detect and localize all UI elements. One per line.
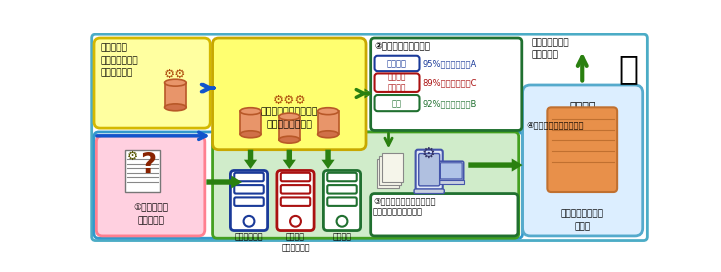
Polygon shape: [244, 150, 257, 169]
FancyBboxPatch shape: [419, 153, 440, 186]
Ellipse shape: [279, 113, 300, 120]
FancyBboxPatch shape: [231, 171, 267, 231]
FancyBboxPatch shape: [327, 185, 357, 194]
Ellipse shape: [164, 104, 186, 111]
Text: 種別推定: 種別推定: [332, 232, 352, 241]
FancyBboxPatch shape: [94, 38, 211, 128]
Text: ③推定結果（手掛かり）を
参考にして解析を行う: ③推定結果（手掛かり）を 参考にして解析を行う: [373, 196, 435, 217]
FancyBboxPatch shape: [324, 171, 360, 231]
Circle shape: [337, 216, 348, 227]
Text: 攻撃の未然防止
実態解明等: 攻撃の未然防止 実態解明等: [532, 38, 570, 60]
FancyBboxPatch shape: [374, 73, 420, 92]
FancyBboxPatch shape: [280, 197, 310, 206]
Bar: [381, 153, 403, 182]
Text: 92%の確率で種類B: 92%の確率で種類B: [423, 99, 477, 108]
FancyBboxPatch shape: [523, 85, 642, 236]
Text: ④捜査部門への情報提供: ④捜査部門への情報提供: [526, 120, 584, 129]
Ellipse shape: [240, 108, 261, 115]
FancyBboxPatch shape: [441, 163, 462, 179]
Circle shape: [290, 216, 301, 227]
Text: 95%の確率で環境A: 95%の確率で環境A: [423, 59, 477, 68]
Bar: [240, 111, 261, 134]
FancyBboxPatch shape: [374, 56, 420, 71]
Bar: [439, 181, 464, 184]
FancyBboxPatch shape: [415, 150, 443, 190]
Text: 暗号化・
圧縮方法推定: 暗号化・ 圧縮方法推定: [281, 232, 310, 252]
FancyBboxPatch shape: [327, 173, 357, 181]
FancyBboxPatch shape: [277, 171, 314, 231]
Bar: [125, 150, 160, 192]
FancyBboxPatch shape: [213, 132, 518, 238]
FancyBboxPatch shape: [371, 38, 522, 131]
Text: ?: ?: [140, 151, 156, 179]
Ellipse shape: [317, 108, 339, 115]
Text: ⚙: ⚙: [127, 150, 138, 163]
Ellipse shape: [164, 79, 186, 86]
FancyBboxPatch shape: [327, 197, 357, 206]
Text: 開発環境: 開発環境: [387, 59, 407, 68]
Ellipse shape: [279, 136, 300, 143]
FancyBboxPatch shape: [234, 197, 264, 206]
FancyBboxPatch shape: [439, 161, 464, 181]
FancyBboxPatch shape: [234, 185, 264, 194]
Bar: [279, 117, 300, 140]
Circle shape: [244, 216, 255, 227]
Text: 解析結果: 解析結果: [569, 102, 596, 112]
Polygon shape: [206, 175, 242, 188]
Text: ⚙⚙: ⚙⚙: [164, 68, 187, 81]
Text: 暗号化・
圧縮方法: 暗号化・ 圧縮方法: [388, 73, 406, 93]
Text: 開発環境推定: 開発環境推定: [235, 232, 263, 241]
Text: これまでの
不正プログラム
の解析結果等: これまでの 不正プログラム の解析結果等: [101, 44, 138, 78]
Text: ⚙⚙⚙: ⚙⚙⚙: [273, 94, 306, 107]
Polygon shape: [283, 150, 296, 169]
Text: 👮: 👮: [619, 52, 639, 85]
FancyBboxPatch shape: [234, 173, 264, 181]
FancyBboxPatch shape: [213, 38, 366, 150]
FancyBboxPatch shape: [547, 107, 617, 192]
Text: 不正プログラムに係る
膨大な学習データ: 不正プログラムに係る 膨大な学習データ: [260, 107, 318, 129]
FancyBboxPatch shape: [414, 189, 444, 194]
FancyBboxPatch shape: [371, 194, 518, 236]
Bar: [379, 156, 401, 185]
FancyBboxPatch shape: [280, 185, 310, 194]
Bar: [317, 111, 339, 134]
Bar: [164, 83, 186, 107]
Polygon shape: [322, 150, 335, 169]
FancyBboxPatch shape: [97, 136, 205, 236]
Text: ②推定結果が得られる: ②推定結果が得られる: [374, 42, 430, 51]
Text: ⚙: ⚙: [422, 146, 435, 161]
Polygon shape: [469, 159, 523, 172]
Text: 不正プログラムの
挙動等: 不正プログラムの 挙動等: [561, 210, 603, 231]
FancyBboxPatch shape: [374, 95, 420, 111]
FancyBboxPatch shape: [92, 34, 647, 240]
Text: ①未知の不正
プログラム: ①未知の不正 プログラム: [133, 203, 168, 225]
Text: 89%の確率で手法C: 89%の確率で手法C: [423, 78, 477, 87]
Polygon shape: [365, 88, 372, 98]
Text: 種別: 種別: [392, 99, 402, 108]
Ellipse shape: [240, 131, 261, 138]
FancyBboxPatch shape: [280, 173, 310, 181]
Ellipse shape: [317, 131, 339, 138]
Bar: [377, 159, 399, 188]
